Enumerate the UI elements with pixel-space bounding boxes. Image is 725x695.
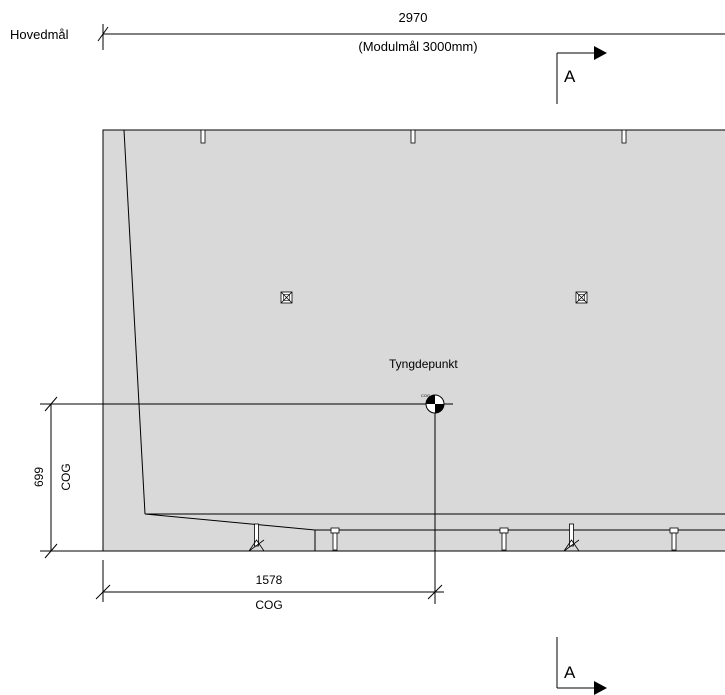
- module-size-note: (Modulmål 3000mm): [358, 39, 477, 54]
- support-pin-icon: [248, 523, 265, 552]
- section-mark-top: A: [556, 46, 607, 104]
- section-bottom-label: A: [564, 663, 576, 682]
- cog-symbol-tag: COG: [421, 393, 430, 398]
- bottom-bolt-icon: [499, 527, 509, 551]
- lifting-socket-icon: [575, 291, 588, 304]
- panel-outline: [102, 129, 725, 552]
- section-mark-bottom: A: [556, 637, 607, 695]
- center-of-gravity: Tyngdepunkt COG: [40, 357, 458, 604]
- cog-symbol-icon: [425, 394, 445, 414]
- wall-panel: [102, 129, 725, 552]
- cog-vertical-label: COG: [59, 463, 73, 490]
- section-arrow-icon: [594, 46, 607, 60]
- top-insert: [200, 129, 206, 144]
- hovedmal-label: Hovedmål: [10, 27, 69, 42]
- section-top-label: A: [564, 67, 576, 86]
- vertical-cog-dimension: 699 COG: [32, 396, 103, 559]
- top-insert: [621, 129, 627, 144]
- lifting-socket-icon: [280, 291, 293, 304]
- support-pin-icon: [563, 523, 580, 552]
- top-insert: [410, 129, 416, 144]
- bottom-bolt-icon: [669, 527, 679, 551]
- cog-horizontal-value: 1578: [256, 573, 283, 587]
- section-arrow-icon: [594, 681, 607, 695]
- cog-horizontal-label: COG: [255, 598, 282, 612]
- overall-width-value: 2970: [399, 10, 428, 25]
- bottom-bolt-icon: [330, 527, 340, 551]
- top-dimension: Hovedmål 2970 (Modulmål 3000mm): [10, 10, 725, 54]
- cog-title: Tyngdepunkt: [389, 357, 458, 371]
- cog-vertical-value: 699: [32, 467, 46, 487]
- horizontal-cog-dimension: 1578 COG: [95, 560, 444, 612]
